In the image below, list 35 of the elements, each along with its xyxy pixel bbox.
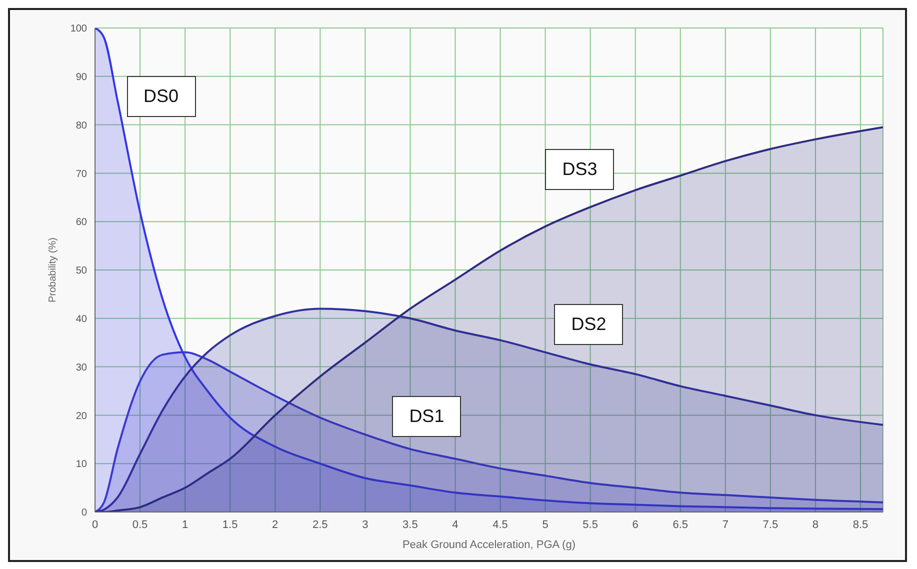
x-tick-label: 0 [92,518,98,531]
y-tick-label: 100 [70,24,88,35]
y-tick-label: 40 [76,314,88,325]
y-tick-label: 90 [76,72,88,83]
y-tick-label: 0 [81,508,88,519]
series-label: DS1 [392,396,462,437]
y-tick-label: 10 [76,459,88,470]
x-tick-label: 1.5 [222,518,238,531]
y-tick-label: 80 [76,120,88,132]
x-tick-label: 3 [362,518,368,531]
x-tick-label: 2.5 [312,518,328,531]
y-tick-label: 20 [76,410,88,422]
x-tick-label: 8.5 [852,518,868,531]
x-tick-label: 1 [182,518,188,531]
y-tick-label: 60 [76,217,88,228]
series-label: DS3 [545,149,614,190]
x-tick-label: 0.5 [132,518,148,531]
series-label: DS2 [554,304,624,345]
series-label: DS0 [126,76,196,118]
x-tick-label: 7 [722,518,728,531]
x-tick-label: 3.5 [402,518,418,531]
y-tick-label: 50 [76,266,88,277]
x-tick-label: 6 [632,518,638,531]
x-tick-label: 5 [542,518,548,531]
x-tick-label: 4 [452,518,458,531]
y-tick-label: 30 [76,362,88,374]
x-tick-label: 6.5 [672,518,688,531]
x-tick-label: 5.5 [582,518,598,531]
x-tick-label: 8 [812,518,819,531]
x-tick-label: 2 [272,518,278,531]
x-tick-label: 7.5 [762,518,778,531]
y-tick-label: 70 [76,168,88,180]
x-tick-label: 4.5 [492,518,508,531]
x-axis-title: Peak Ground Acceleration, PGA (g) [402,539,576,551]
y-axis-title: Probability (%) [48,237,59,303]
